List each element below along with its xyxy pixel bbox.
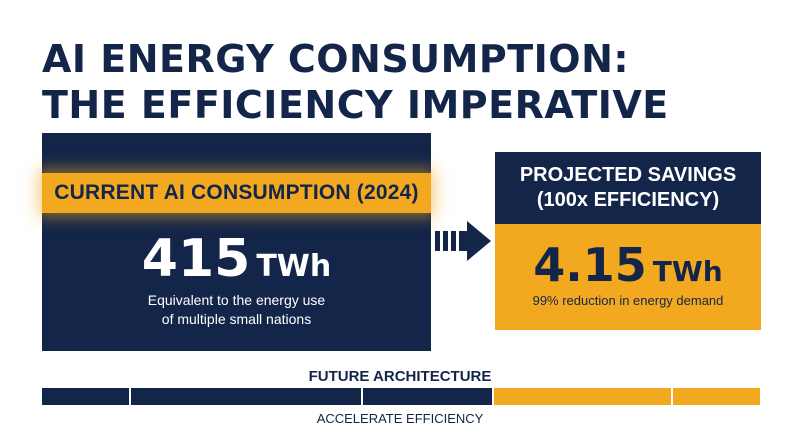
future-architecture-label: FUTURE ARCHITECTURE — [308, 368, 492, 385]
current-consumption-description: Equivalent to the energy use of multiple… — [42, 291, 431, 329]
projected-label-line-1: PROJECTED SAVINGS — [519, 164, 737, 186]
arrow-right-icon — [435, 221, 491, 261]
bar-segment-2 — [130, 388, 362, 405]
page-title: AI ENERGY CONSUMPTION: THE EFFICIENCY IM… — [42, 36, 669, 128]
bar-segment-4 — [494, 388, 672, 405]
projected-savings-card: PROJECTED SAVINGS (100x EFFICIENCY) 4.15… — [495, 152, 761, 330]
current-consumption-value: 415 TWh — [42, 229, 431, 289]
bar-segment-1 — [42, 388, 129, 405]
projected-value-number: 4.15 — [533, 238, 647, 292]
projected-label-line-2: (100x EFFICIENCY) — [536, 189, 720, 211]
efficiency-progress-bar — [42, 388, 760, 405]
projected-savings-value: 4.15 TWh — [495, 238, 761, 292]
projected-savings-description: 99% reduction in energy demand — [532, 293, 724, 308]
current-value-unit: TWh — [256, 249, 332, 284]
title-line-1: AI ENERGY CONSUMPTION: — [42, 37, 630, 81]
current-consumption-label: CURRENT AI CONSUMPTION (2024) — [42, 173, 431, 213]
projected-savings-label: PROJECTED SAVINGS (100x EFFICIENCY) — [495, 152, 761, 224]
title-line-2: THE EFFICIENCY IMPERATIVE — [42, 83, 669, 127]
projected-value-unit: TWh — [652, 255, 723, 288]
current-desc-line-2: of multiple small nations — [161, 311, 312, 327]
bar-segment-3 — [363, 388, 493, 405]
current-desc-line-1: Equivalent to the energy use — [147, 292, 326, 308]
current-value-number: 415 — [141, 229, 251, 289]
bar-segment-5 — [673, 388, 760, 405]
current-consumption-card: CURRENT AI CONSUMPTION (2024) 415 TWh Equ… — [42, 133, 431, 351]
accelerate-efficiency-label: ACCELERATE EFFICIENCY — [316, 411, 484, 426]
